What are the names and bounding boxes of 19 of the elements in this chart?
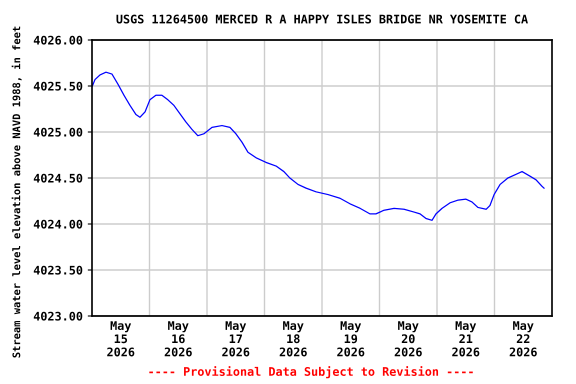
y-tick-label: 4024.50 (34, 174, 82, 183)
y-tick-label: 4025.00 (34, 128, 82, 137)
x-tick-label: May 19 2026 (337, 321, 364, 356)
y-tick-label: 4023.00 (34, 312, 82, 321)
text: ---- Provisional Data Subject to Revision ---- (149, 366, 473, 378)
chart-title: USGS 11264500 MERCED R A HAPPY ISLES BRIDGE NR YOSEMITE CA (116, 14, 528, 24)
y-axis-title: Stream water level elevation above NAVD 1988, in feet (12, 26, 22, 358)
x-tick-label: May 16 2026 (164, 321, 192, 356)
x-tick-label: May 22 2026 (510, 321, 537, 356)
x-tick-label: May 17 2026 (222, 321, 250, 356)
y-tick-label: 4025.50 (34, 82, 82, 91)
x-tick-label: May 21 2026 (452, 321, 480, 356)
y-tick-label: 4026.00 (34, 36, 82, 45)
x-tick-label: May 20 2026 (394, 321, 422, 356)
y-tick-label: 4024.00 (34, 220, 82, 229)
x-tick-label: May 15 2026 (107, 321, 134, 356)
line-series (92, 72, 545, 221)
y-tick-label: 4023.50 (34, 266, 82, 275)
x-tick-label: May 18 2026 (280, 321, 307, 356)
